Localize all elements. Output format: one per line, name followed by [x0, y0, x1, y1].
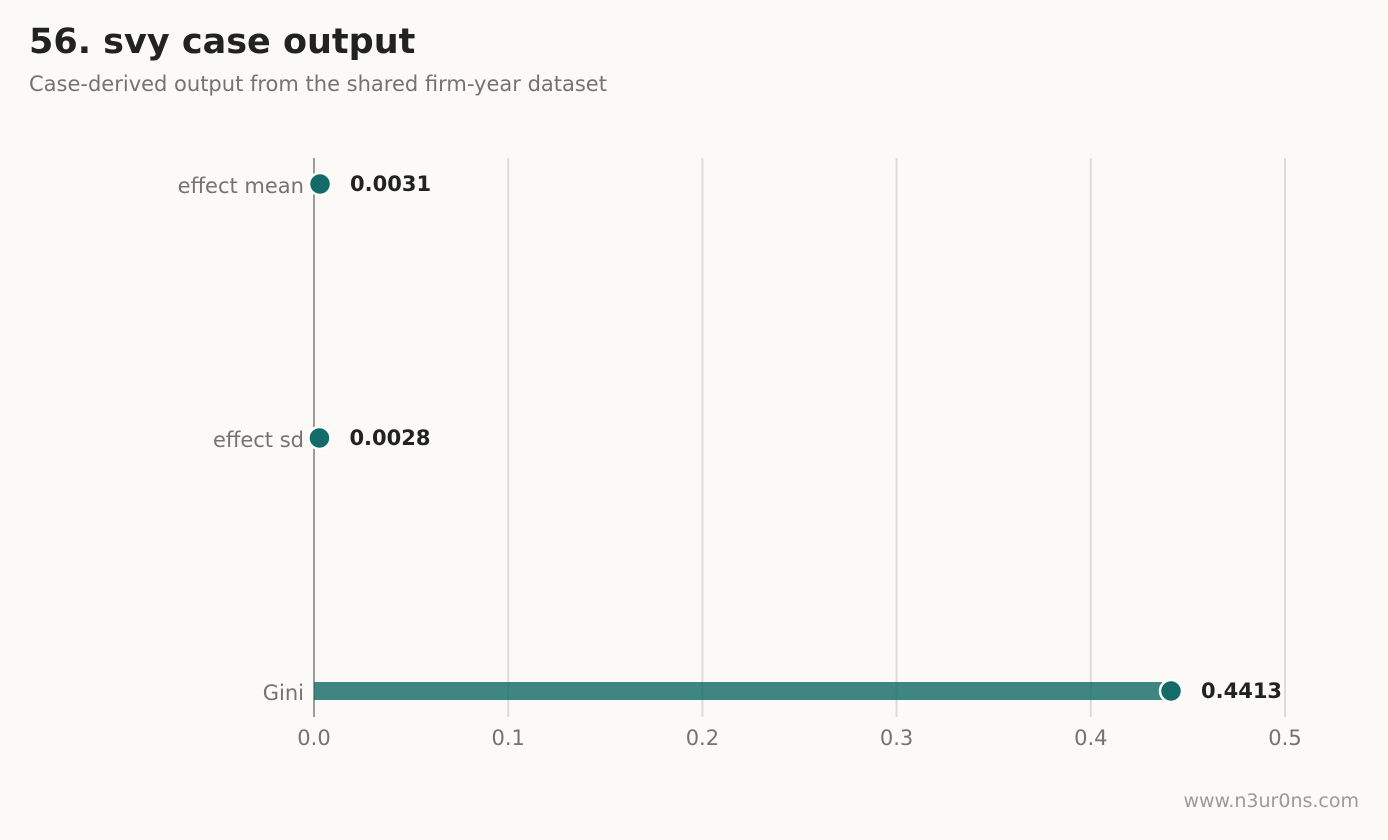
- data-point: [1158, 678, 1184, 704]
- x-tick-labels: 0.0 0.1 0.2 0.3 0.4 0.5: [297, 726, 1301, 750]
- gridlines: [507, 158, 1286, 717]
- bars: 0.0031 0.0028 0.4413: [307, 171, 1282, 704]
- x-tick-label: 0.5: [1268, 726, 1301, 750]
- value-label: 0.0031: [350, 172, 431, 196]
- x-tick-label: 0.3: [880, 726, 913, 750]
- chart-title: 56. svy case output: [29, 22, 416, 62]
- value-label: 0.0028: [349, 426, 430, 450]
- category-label: effect sd: [213, 428, 304, 452]
- x-tick-label: 0.0: [297, 726, 330, 750]
- value-label: 0.4413: [1201, 679, 1282, 703]
- data-point: [307, 171, 333, 197]
- x-tick-label: 0.2: [686, 726, 719, 750]
- category-label: Gini: [263, 681, 304, 705]
- x-tick-label: 0.1: [491, 726, 524, 750]
- chart-subtitle: Case-derived output from the shared firm…: [29, 72, 607, 96]
- x-tick-label: 0.4: [1074, 726, 1107, 750]
- watermark: www.n3ur0ns.com: [1183, 790, 1359, 812]
- data-point: [307, 425, 332, 451]
- category-label: effect mean: [178, 174, 304, 198]
- category-labels: effect mean effect sd Gini: [178, 174, 304, 705]
